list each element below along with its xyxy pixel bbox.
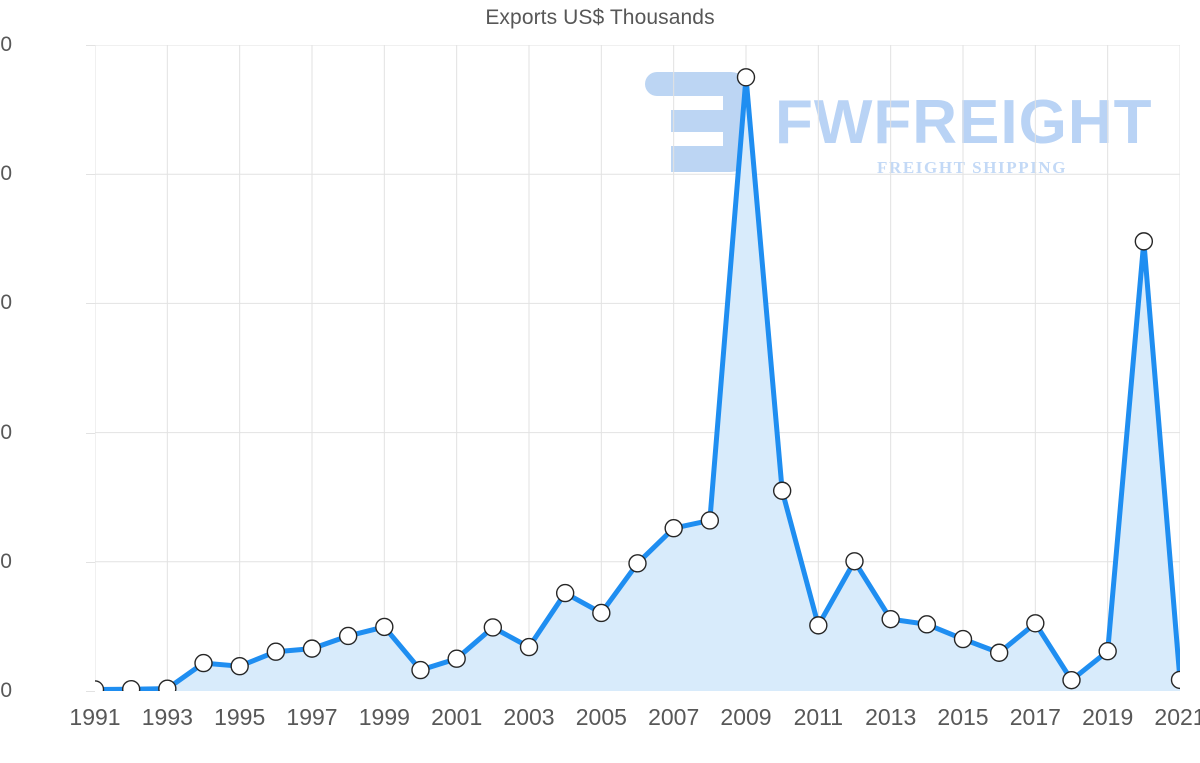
data-point-marker[interactable] <box>628 554 647 573</box>
chart-svg <box>95 45 1180 691</box>
area-fill-path <box>95 77 1180 691</box>
data-point-marker[interactable] <box>592 603 611 623</box>
data-point-marker[interactable] <box>302 639 322 658</box>
plot-area <box>95 45 1180 691</box>
data-point-marker[interactable] <box>953 629 973 649</box>
x-axis-tick-label: 2021 <box>1154 704 1200 730</box>
data-point-marker[interactable] <box>555 583 575 603</box>
data-point-marker[interactable] <box>736 68 756 87</box>
data-markers <box>95 68 1181 691</box>
y-axis-tick-mark <box>86 174 95 176</box>
x-axis-tick-label: 2007 <box>648 704 700 730</box>
data-point-marker[interactable] <box>266 642 286 661</box>
data-point-marker[interactable] <box>809 616 828 635</box>
y-axis-tick-label: 0 <box>0 679 12 702</box>
y-axis-tick-label: 25 000 <box>0 33 12 56</box>
data-point-marker[interactable] <box>121 679 141 691</box>
x-axis-tick-label: 2009 <box>720 704 772 730</box>
data-point-marker[interactable] <box>375 617 394 637</box>
x-axis-tick-label: 1997 <box>286 704 338 730</box>
data-point-marker[interactable] <box>700 511 720 530</box>
data-point-marker[interactable] <box>447 649 466 668</box>
x-axis-tick-label: 1999 <box>358 704 410 730</box>
data-point-marker[interactable] <box>1062 670 1081 690</box>
y-axis-tick-label: 20 000 <box>0 162 12 186</box>
data-point-marker[interactable] <box>1170 670 1181 690</box>
data-point-marker[interactable] <box>411 660 430 680</box>
y-axis-tick-label: 5 000 <box>0 549 12 573</box>
data-point-marker[interactable] <box>194 653 213 673</box>
data-point-marker[interactable] <box>1026 614 1045 633</box>
data-point-marker[interactable] <box>1098 642 1117 661</box>
x-axis-tick-label: 2019 <box>1082 704 1134 730</box>
data-point-marker[interactable] <box>95 680 105 691</box>
chart-title: Exports US$ Thousands <box>485 6 715 29</box>
data-point-marker[interactable] <box>230 656 249 676</box>
y-axis-tick-mark <box>86 691 95 692</box>
data-point-marker[interactable] <box>989 643 1009 662</box>
x-axis-tick-label: 2011 <box>793 704 844 730</box>
data-point-marker[interactable] <box>1134 232 1154 251</box>
data-point-marker[interactable] <box>664 519 683 538</box>
grid-lines <box>95 45 1180 691</box>
x-axis-tick-label: 2015 <box>937 704 989 730</box>
x-axis-tick-label: 1991 <box>69 704 121 730</box>
data-point-marker[interactable] <box>338 626 358 646</box>
y-axis-tick-label: 10 000 <box>0 420 12 444</box>
x-axis-tick-label: 2001 <box>431 704 483 730</box>
y-axis-tick-mark <box>86 303 95 305</box>
x-axis-tick-label: 1995 <box>214 704 266 730</box>
y-axis-tick-label: 15 000 <box>0 291 12 315</box>
y-axis-tick-mark <box>86 432 95 434</box>
data-point-marker[interactable] <box>917 615 937 634</box>
y-axis-tick-mark <box>86 45 95 46</box>
data-point-marker[interactable] <box>158 679 177 691</box>
x-axis-tick-label: 2005 <box>575 704 627 730</box>
data-point-marker[interactable] <box>845 552 864 571</box>
data-point-marker[interactable] <box>881 609 900 629</box>
x-axis-tick-label: 1993 <box>141 704 193 730</box>
area-fill <box>95 77 1180 691</box>
x-axis-tick-label: 2017 <box>1009 704 1061 730</box>
x-axis-tick-label: 2013 <box>865 704 917 730</box>
x-axis-tick-label: 2003 <box>503 704 555 730</box>
data-point-marker[interactable] <box>483 618 503 637</box>
data-point-marker[interactable] <box>519 637 539 657</box>
y-axis-tick-mark <box>86 561 95 563</box>
data-point-marker[interactable] <box>772 481 792 500</box>
